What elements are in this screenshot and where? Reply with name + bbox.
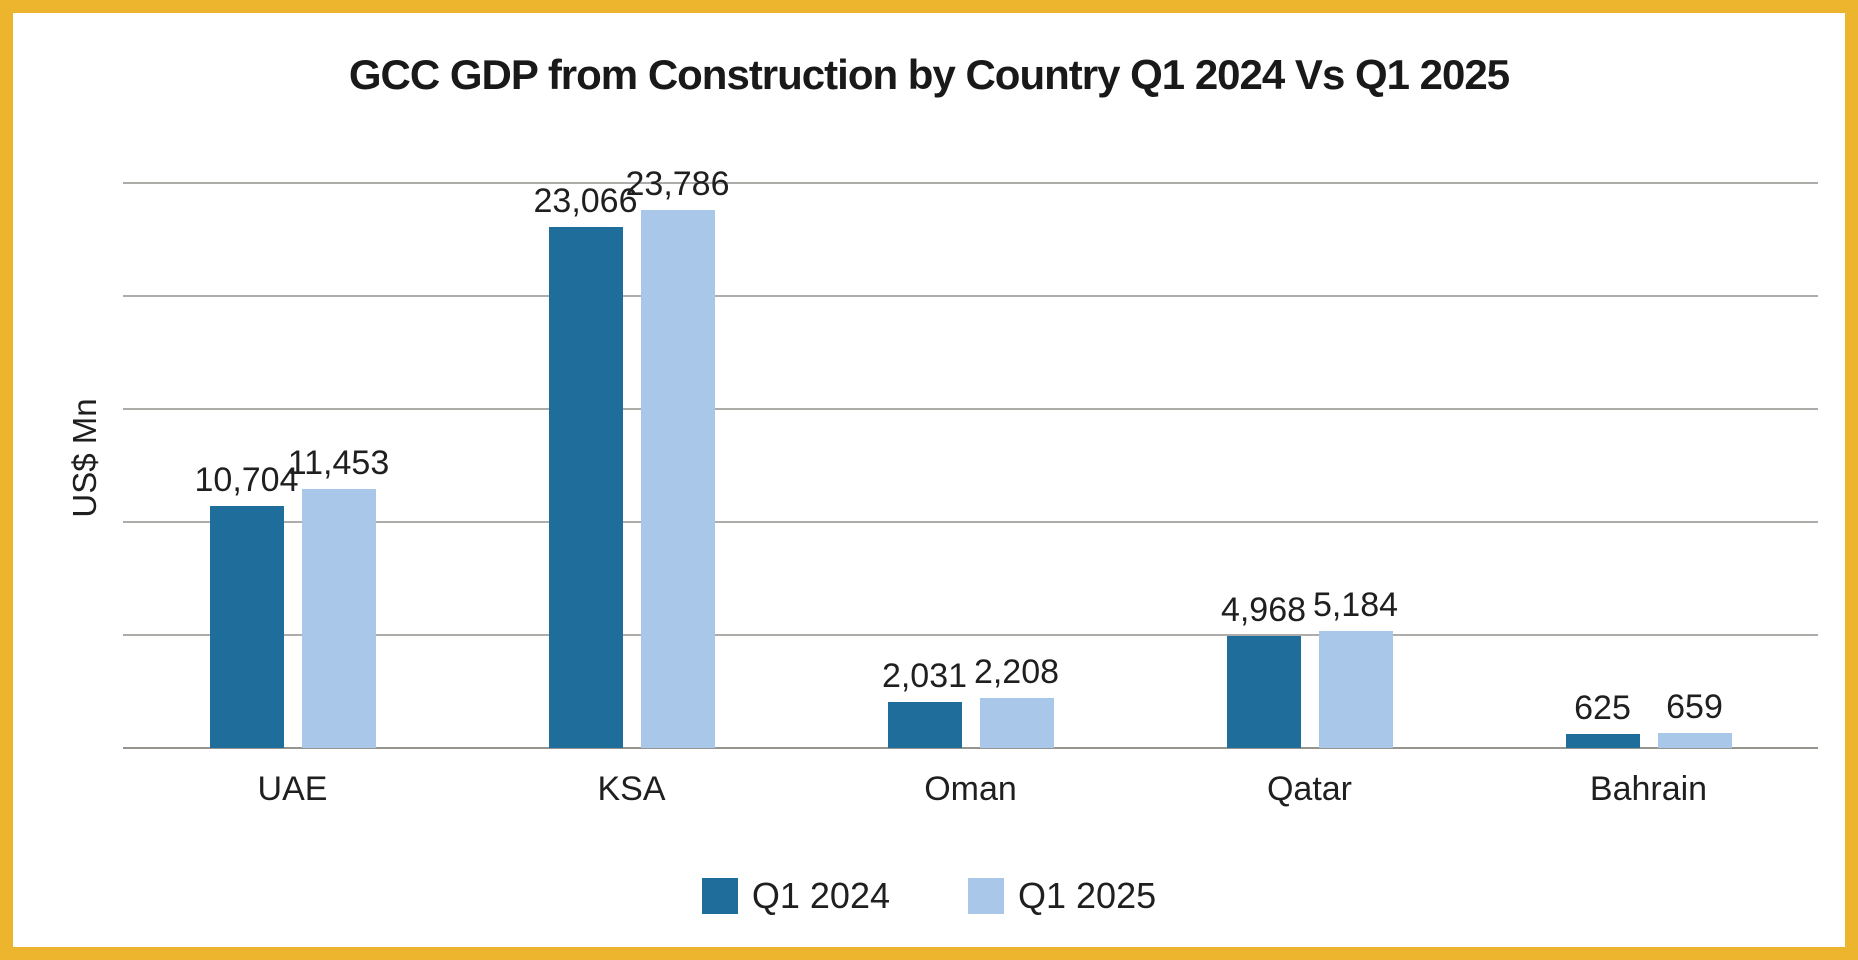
bar-q1-2024-qatar: 4,968 [1221,591,1306,748]
gridline [123,521,1818,523]
bar-group-ksa: 23,066 23,786 [462,165,801,748]
x-axis-label-qatar: Qatar [1266,770,1353,808]
bar-q1-2025-ksa: 23,786 [626,165,730,748]
legend-swatch-q1-2025 [968,878,1004,914]
bar-holder: 2,031 [882,183,967,748]
value-label: 2,208 [973,653,1060,692]
value-label: 625 [1574,688,1631,727]
bar-group-uae: 10,704 11,453 [123,183,462,748]
bar-q1-2024-uae: 10,704 [195,461,299,748]
value-label: 659 [1666,688,1723,727]
gridlines [123,182,1818,749]
bar-q1-2025-bahrain: 659 [1657,688,1732,748]
bar-holder: 23,066 [534,182,638,748]
legend-label-q1-2025: Q1 2025 [1018,875,1157,916]
bar-groups: 10,704 11,453 23,066 23,786 2,031 2,208 4,968 5… [123,165,1818,748]
value-label: 4,968 [1220,590,1307,629]
bar-q1-2025-uae: 11,453 [288,444,389,748]
legend-item-q1-2025: Q1 2025 [968,875,1156,917]
x-axis-label-ksa: KSA [597,770,666,808]
bar-q1-2024-ksa: 23,066 [534,182,638,748]
x-axis-label-bahrain: Bahrain [1589,770,1708,808]
bar-holder: 659 [1657,183,1732,748]
gridline [123,295,1818,297]
bar-holder: 4,968 [1221,183,1306,748]
x-axis-label-uae: UAE [257,770,328,808]
value-label: 2,031 [881,657,968,696]
legend-label-q1-2024: Q1 2024 [751,875,890,916]
bar-group-bahrain: 625 659 [1479,183,1818,748]
value-label: 10,704 [194,461,299,500]
plot-area: 10,704 11,453 23,066 23,786 2,031 2,208 4,968 5… [123,165,1818,749]
x-axis-labels: UAE KSA Oman Qatar Bahrain [123,770,1818,809]
gridline [123,182,1818,184]
legend-item-q1-2024: Q1 2024 [701,875,890,917]
gridline [123,408,1818,410]
bar-q1-2025-oman: 2,208 [974,653,1059,748]
x-axis-label-oman: Oman [924,770,1017,808]
x-axis-line [123,747,1818,749]
bar-holder: 23,786 [626,165,730,748]
y-axis-title: US$ Mn [66,398,103,518]
value-label: 5,184 [1312,585,1399,624]
bar-group-qatar: 4,968 5,184 [1140,183,1479,748]
bar-holder: 2,208 [974,183,1059,748]
bar-q1-2024-oman: 2,031 [882,657,967,748]
value-label: 23,786 [625,165,730,204]
bar-q1-2025-qatar: 5,184 [1313,586,1398,748]
bar-group-oman: 2,031 2,208 [801,183,1140,748]
legend-swatch-q1-2024 [701,878,738,914]
bar-q1-2024-bahrain: 625 [1565,689,1640,748]
chart-title: GCC GDP from Construction by Country Q1 … [348,51,1510,98]
gridline [123,634,1818,636]
bar-holder: 625 [1565,183,1640,748]
value-label: 11,453 [287,444,390,483]
bar-holder: 10,704 [195,183,299,748]
bar-holder: 5,184 [1313,183,1398,748]
bar-holder: 11,453 [288,183,389,748]
value-label: 23,066 [533,181,638,220]
legend: Q1 2024 Q1 2025 [13,875,1845,917]
